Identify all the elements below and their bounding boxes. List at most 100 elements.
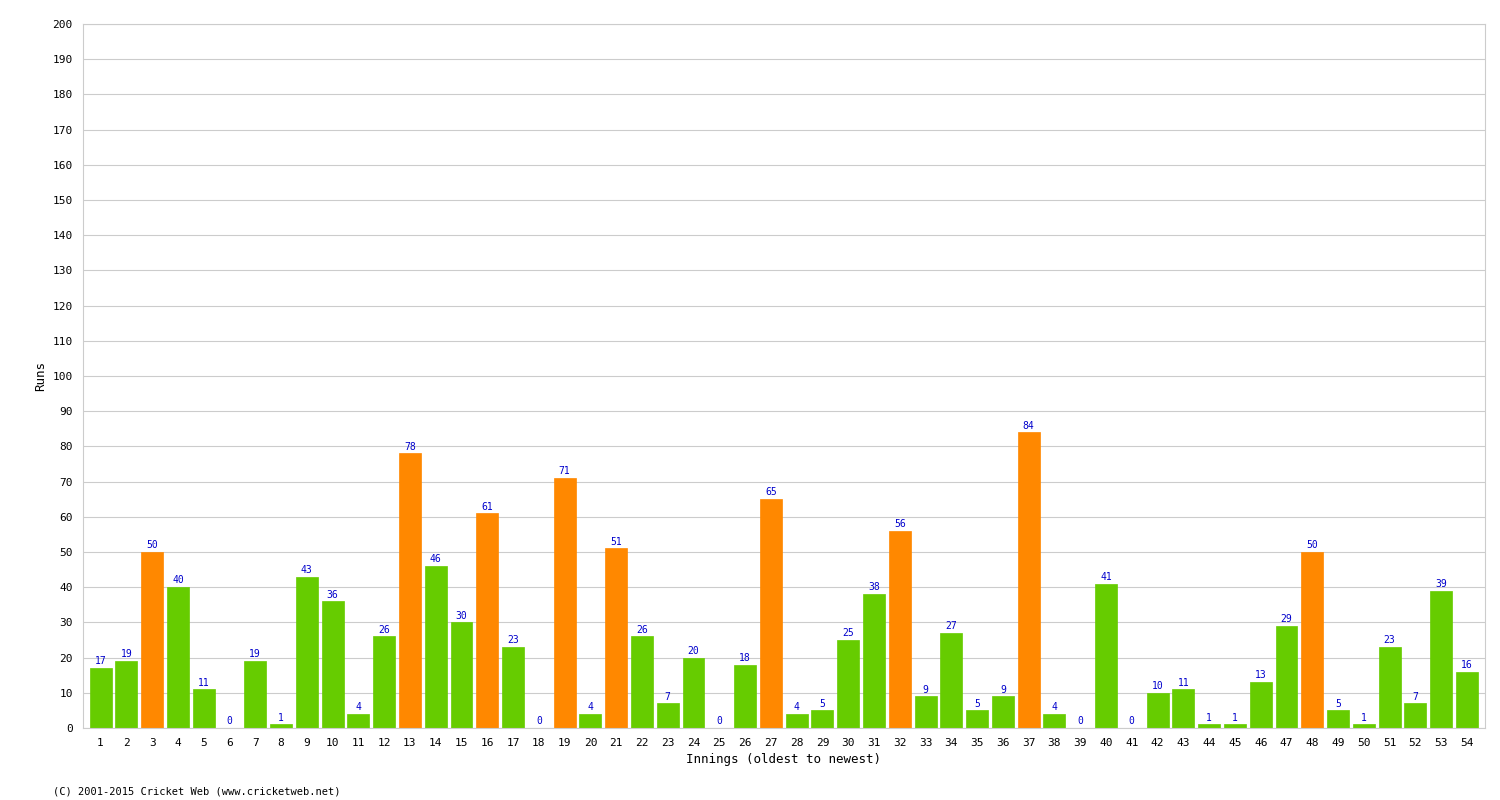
Text: 19: 19 xyxy=(120,650,132,659)
Bar xyxy=(270,725,292,728)
Bar xyxy=(399,454,422,728)
Bar xyxy=(1095,584,1118,728)
Text: 17: 17 xyxy=(94,656,106,666)
Bar xyxy=(296,577,318,728)
Text: 41: 41 xyxy=(1100,572,1112,582)
Bar xyxy=(1404,703,1426,728)
Bar xyxy=(424,566,447,728)
Bar xyxy=(141,552,164,728)
Bar xyxy=(966,710,988,728)
Text: 4: 4 xyxy=(588,702,594,712)
Text: 9: 9 xyxy=(922,685,928,694)
Text: 19: 19 xyxy=(249,650,261,659)
Text: 1: 1 xyxy=(1232,713,1238,722)
Text: 1: 1 xyxy=(1360,713,1366,722)
Bar xyxy=(657,703,678,728)
Bar xyxy=(554,478,576,728)
Text: 4: 4 xyxy=(794,702,800,712)
Text: 5: 5 xyxy=(819,698,825,709)
X-axis label: Innings (oldest to newest): Innings (oldest to newest) xyxy=(686,754,882,766)
Text: 46: 46 xyxy=(430,554,441,564)
Text: 43: 43 xyxy=(302,565,312,575)
Text: 7: 7 xyxy=(664,691,670,702)
Text: 40: 40 xyxy=(172,575,184,586)
Bar xyxy=(1328,710,1348,728)
Text: 11: 11 xyxy=(1178,678,1190,687)
Text: 0: 0 xyxy=(1077,716,1083,726)
Text: 9: 9 xyxy=(1000,685,1006,694)
Bar xyxy=(579,714,602,728)
Bar xyxy=(1146,693,1168,728)
Bar xyxy=(1224,725,1246,728)
Text: 27: 27 xyxy=(945,622,957,631)
Text: 0: 0 xyxy=(536,716,542,726)
Text: 38: 38 xyxy=(868,582,880,593)
Bar xyxy=(1044,714,1065,728)
Text: 18: 18 xyxy=(740,653,752,663)
Bar xyxy=(992,696,1014,728)
Text: 1: 1 xyxy=(1206,713,1212,722)
Bar xyxy=(192,690,214,728)
Text: 0: 0 xyxy=(717,716,722,726)
Text: 61: 61 xyxy=(482,502,494,511)
Text: 36: 36 xyxy=(327,590,339,599)
Bar xyxy=(915,696,936,728)
Bar xyxy=(632,637,652,728)
Text: 5: 5 xyxy=(1335,698,1341,709)
Bar xyxy=(837,640,860,728)
Text: 26: 26 xyxy=(378,625,390,634)
Text: 56: 56 xyxy=(894,519,906,529)
Text: 29: 29 xyxy=(1281,614,1293,624)
Text: 51: 51 xyxy=(610,537,622,546)
Bar xyxy=(166,587,189,728)
Y-axis label: Runs: Runs xyxy=(34,361,46,391)
Bar xyxy=(1430,590,1452,728)
Text: 78: 78 xyxy=(404,442,416,452)
Bar xyxy=(1250,682,1272,728)
Bar xyxy=(90,668,111,728)
Text: 4: 4 xyxy=(1052,702,1058,712)
Bar xyxy=(1275,626,1298,728)
Text: 1: 1 xyxy=(278,713,284,722)
Text: 0: 0 xyxy=(1130,716,1134,726)
Bar xyxy=(1173,690,1194,728)
Text: 11: 11 xyxy=(198,678,210,687)
Bar xyxy=(862,594,885,728)
Bar xyxy=(1378,647,1401,728)
Text: 50: 50 xyxy=(146,540,158,550)
Bar xyxy=(1017,432,1040,728)
Bar xyxy=(940,633,963,728)
Bar xyxy=(1353,725,1376,728)
Text: 4: 4 xyxy=(356,702,362,712)
Text: 50: 50 xyxy=(1306,540,1318,550)
Bar xyxy=(1302,552,1323,728)
Text: 39: 39 xyxy=(1436,579,1448,589)
Bar xyxy=(116,661,138,728)
Text: 13: 13 xyxy=(1256,670,1266,681)
Text: (C) 2001-2015 Cricket Web (www.cricketweb.net): (C) 2001-2015 Cricket Web (www.cricketwe… xyxy=(53,786,340,796)
Bar xyxy=(1456,672,1478,728)
Text: 25: 25 xyxy=(843,628,854,638)
Bar xyxy=(760,499,782,728)
Text: 65: 65 xyxy=(765,487,777,498)
Text: 71: 71 xyxy=(558,466,570,476)
Text: 20: 20 xyxy=(687,646,699,656)
Bar xyxy=(682,658,705,728)
Bar xyxy=(812,710,834,728)
Text: 26: 26 xyxy=(636,625,648,634)
Bar xyxy=(450,622,472,728)
Bar xyxy=(734,665,756,728)
Bar xyxy=(244,661,266,728)
Text: 84: 84 xyxy=(1023,421,1035,430)
Bar xyxy=(477,514,498,728)
Bar xyxy=(321,602,344,728)
Text: 23: 23 xyxy=(1383,635,1395,646)
Bar xyxy=(503,647,524,728)
Text: 10: 10 xyxy=(1152,681,1164,691)
Text: 23: 23 xyxy=(507,635,519,646)
Text: 7: 7 xyxy=(1413,691,1419,702)
Text: 0: 0 xyxy=(226,716,232,726)
Bar xyxy=(374,637,394,728)
Text: 16: 16 xyxy=(1461,660,1473,670)
Bar xyxy=(348,714,369,728)
